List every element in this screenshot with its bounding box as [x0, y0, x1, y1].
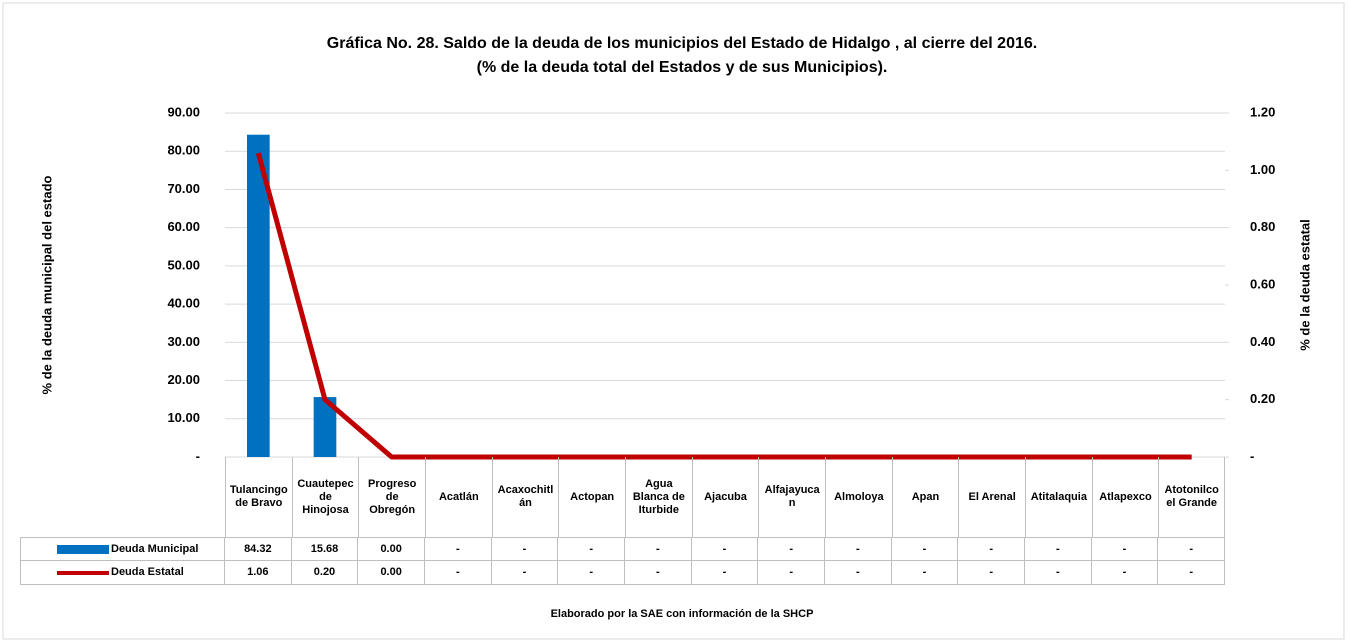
category-label: El Arenal — [958, 457, 1025, 537]
category-label: Agua Blanca de Iturbide — [625, 457, 692, 537]
category-label: Ajacuba — [691, 457, 759, 537]
y-tick-label: 90.00 — [167, 104, 200, 119]
bar — [247, 134, 270, 458]
y-tick-label: 30.00 — [167, 334, 200, 349]
category-label: Atotonilco el Grande — [1158, 457, 1225, 537]
category-label: Tulancingo de Bravo — [225, 457, 292, 537]
y-tick-label: 40.00 — [167, 296, 200, 311]
y-tick-label: - — [196, 448, 200, 463]
data-label: - — [958, 537, 1025, 561]
data-label: - — [691, 537, 759, 561]
data-label: - — [1158, 561, 1225, 585]
data-label: - — [1025, 561, 1092, 585]
category-label: Progreso de Obregón — [358, 457, 425, 537]
y-tick-label: 50.00 — [167, 257, 200, 272]
category-label: Alfajayucan — [758, 457, 825, 537]
y-tick-label: 70.00 — [167, 181, 200, 196]
data-label: - — [825, 561, 892, 585]
line — [255, 152, 1192, 460]
bar — [313, 397, 337, 457]
data-label: - — [1158, 537, 1225, 561]
data-label: - — [1025, 537, 1092, 561]
legend-label: Deuda Municipal — [111, 542, 199, 555]
data-label: - — [1091, 537, 1159, 561]
data-label: - — [425, 561, 492, 585]
data-label: - — [425, 537, 492, 561]
footer: Elaborado por la SAE con información de … — [551, 608, 814, 620]
data-label: 0.20 — [291, 561, 359, 585]
y2-tick-label: 0.20 — [1250, 391, 1275, 406]
data-label: - — [558, 561, 625, 585]
y-tick-label: 80.00 — [167, 143, 200, 158]
category-label: Acatlán — [425, 457, 492, 537]
y-tick-label: 10.00 — [167, 410, 200, 425]
data-label: - — [558, 537, 625, 561]
data-label: - — [491, 537, 559, 561]
y2-tick-label: 0.40 — [1250, 334, 1275, 349]
y2-tick-label: 1.00 — [1250, 162, 1275, 177]
data-label: 15.68 — [291, 537, 359, 561]
y2-tick-label: - — [1250, 448, 1254, 463]
data-label: - — [891, 561, 959, 585]
data-label: 1.06 — [225, 561, 292, 585]
category-label: Atitalaquia — [1025, 457, 1092, 537]
data-label: - — [958, 561, 1025, 585]
category-label: Cuautepec de Hinojosa — [291, 457, 359, 537]
y-tick-label: 20.00 — [167, 372, 200, 387]
y2-tick-label: 1.20 — [1250, 104, 1275, 119]
category-label: Almoloya — [825, 457, 892, 537]
category-label: Acaxochitlán — [491, 457, 559, 537]
data-label: - — [758, 537, 825, 561]
chart-subtitle: (% de la deuda total del Estados y de su… — [477, 59, 888, 76]
data-label: - — [625, 561, 692, 585]
y2-tick-label: 0.80 — [1250, 219, 1275, 234]
data-label: - — [1091, 561, 1159, 585]
category-label: Actopan — [558, 457, 625, 537]
data-label: - — [891, 537, 959, 561]
data-label: - — [758, 561, 825, 585]
legend-label: Deuda Estatal — [111, 566, 184, 578]
legend-key — [57, 544, 109, 554]
data-label: - — [691, 561, 759, 585]
chart-title: Gráfica No. 28. Saldo de la deuda de los… — [327, 35, 1037, 52]
legend-cell: Deuda Municipal — [20, 537, 225, 561]
y2-tick-label: 0.60 — [1250, 276, 1275, 291]
y-axis-label: % de la deuda municipal del estado — [39, 176, 54, 395]
legend-key — [57, 570, 109, 575]
category-label: Atlapexco — [1091, 457, 1159, 537]
data-label: - — [625, 537, 692, 561]
data-label: - — [825, 537, 892, 561]
category-label: Apan — [891, 457, 959, 537]
data-label: 84.32 — [225, 537, 292, 561]
data-label: - — [491, 561, 559, 585]
data-label: 0.00 — [358, 561, 425, 585]
y2-axis-label: % de la deuda estatal — [1297, 219, 1312, 351]
legend-cell: Deuda Estatal — [20, 561, 225, 585]
data-label: 0.00 — [358, 537, 425, 561]
y-tick-label: 60.00 — [167, 219, 200, 234]
